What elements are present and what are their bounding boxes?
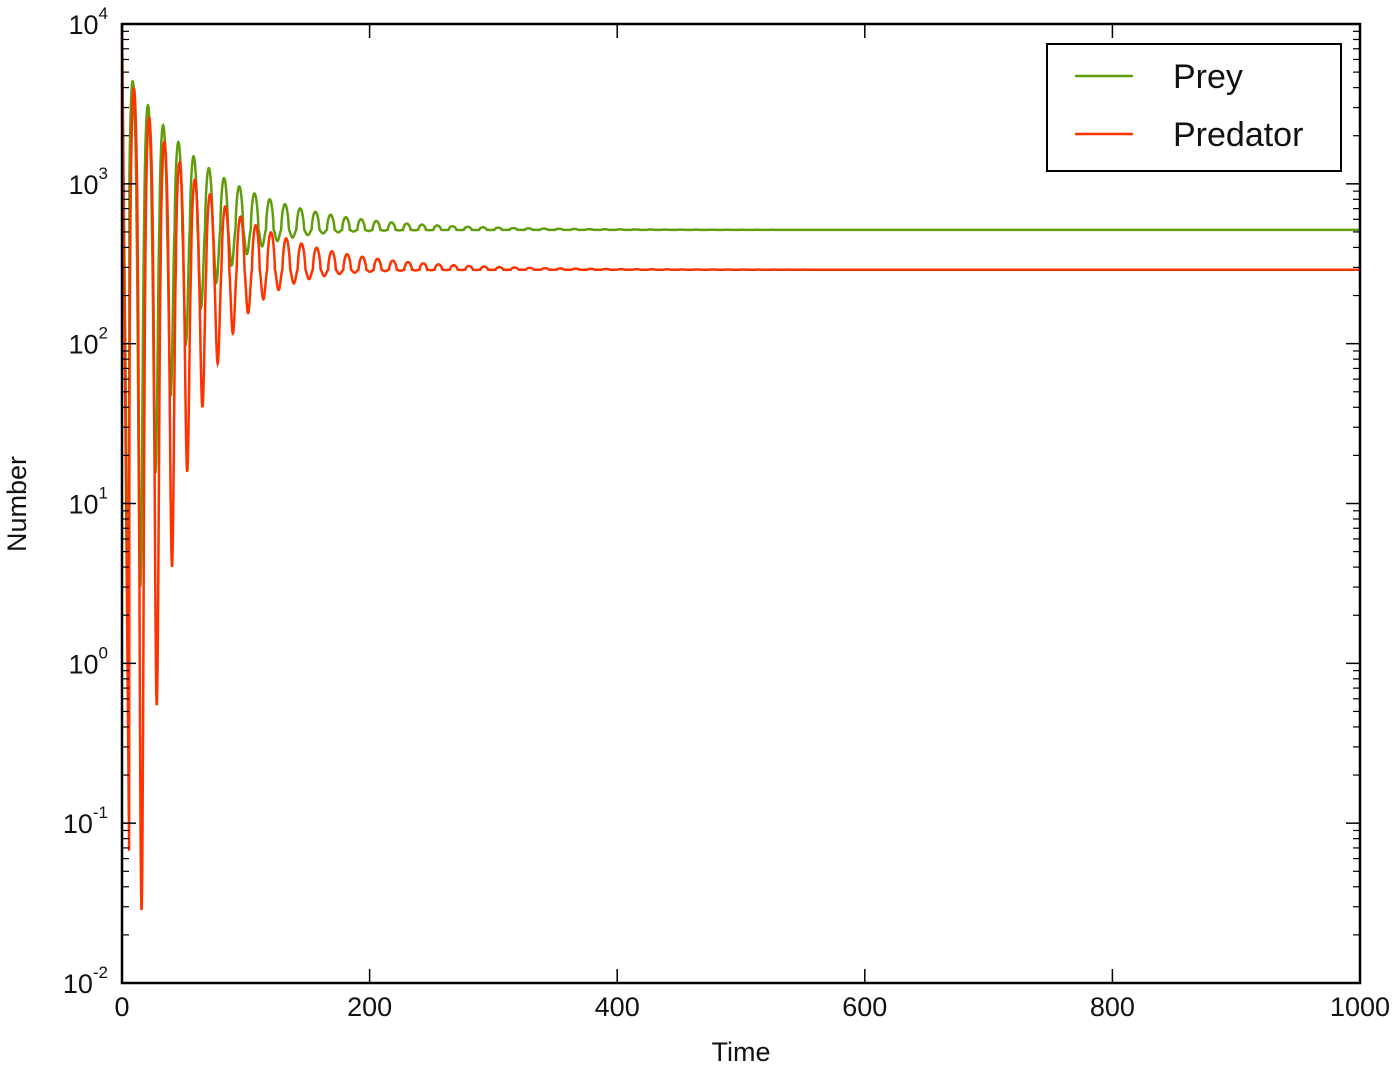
x-tick-label: 400	[595, 992, 640, 1022]
plot-curves	[120, 23, 1360, 911]
series-predator-line	[120, 23, 1360, 911]
x-tick-label: 600	[842, 992, 887, 1022]
y-tick-label: 100	[68, 643, 108, 679]
y-axis-tick-labels: 104 103 102 101 100 10-1 10-2	[63, 4, 108, 999]
y-tick-label: 102	[68, 324, 108, 360]
y-tick-label: 10-1	[63, 803, 108, 839]
x-tick-label: 0	[114, 992, 129, 1022]
x-tick-label: 800	[1090, 992, 1135, 1022]
plot-frame	[120, 22, 1362, 985]
y-tick-label: 10-2	[63, 963, 108, 999]
y-tick-label: 101	[68, 484, 108, 520]
x-axis-tick-labels: 0 200 400 600 800 1000	[114, 992, 1390, 1022]
x-axis-label: Time	[712, 1037, 771, 1066]
y-axis-label: Number	[2, 456, 32, 552]
y-tick-label: 104	[68, 4, 108, 40]
y-tick-label: 103	[68, 164, 108, 200]
legend: Prey Predator	[1046, 43, 1342, 172]
x-tick-label: 1000	[1330, 992, 1390, 1022]
legend-label-predator: Predator	[1173, 116, 1303, 154]
series-prey-line	[120, 23, 1360, 717]
legend-frame	[1046, 43, 1342, 172]
legend-label-prey: Prey	[1173, 58, 1243, 96]
x-tick-label: 200	[347, 992, 392, 1022]
